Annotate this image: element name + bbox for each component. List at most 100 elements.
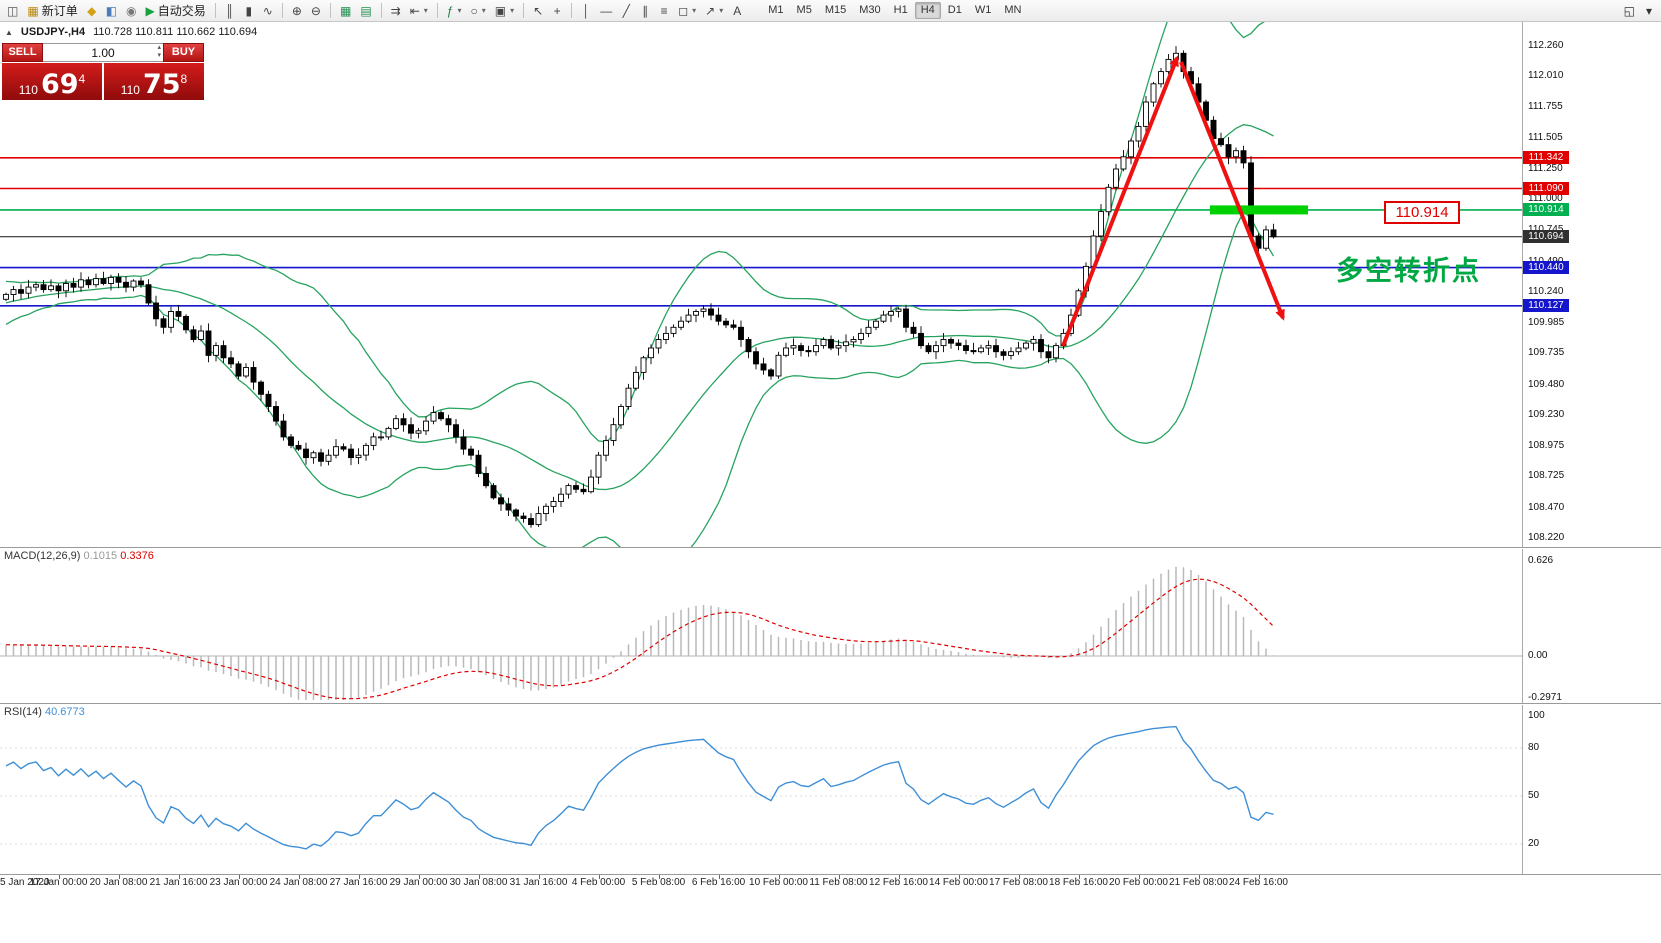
cursor-icon[interactable]: ↖ xyxy=(529,2,547,20)
macd-signal-value: 0.3376 xyxy=(120,550,154,562)
auto-trading-button[interactable]: ▶ 自动交易 xyxy=(142,2,210,20)
chart-canvas[interactable] xyxy=(0,0,1661,880)
indicators-icon[interactable]: ƒ ▾ xyxy=(443,2,466,20)
arrows-icon[interactable]: ↗ ▾ xyxy=(701,2,727,20)
timeframe-d1-button[interactable]: D1 xyxy=(942,2,968,19)
navigator-icon[interactable]: ◉ xyxy=(122,2,140,20)
channel-icon[interactable]: ∥ xyxy=(636,2,654,20)
price-axis-tick: 112.260 xyxy=(1528,40,1564,51)
chevron-down-icon[interactable]: ▾ xyxy=(510,6,515,15)
time-axis-label[interactable]: 27 Jan 16:00 xyxy=(329,877,388,888)
candlestick-chart-icon[interactable]: ▮ xyxy=(240,2,258,20)
one-click-trading-panel: SELL 1.00 ▴ ▾ BUY 110 69 4 110 75 8 xyxy=(2,43,204,100)
time-axis-label[interactable]: 17 Feb 08:00 xyxy=(989,877,1048,888)
dock-window-icon[interactable]: ◱ xyxy=(1620,2,1639,20)
time-axis-label[interactable]: 21 Jan 16:00 xyxy=(149,877,208,888)
timeframe-m30-button[interactable]: M30 xyxy=(853,2,886,19)
price-level-flag: 110.127 xyxy=(1523,299,1569,313)
lot-size-input[interactable]: 1.00 ▴ ▾ xyxy=(43,43,163,62)
templates-icon[interactable]: ▣ ▾ xyxy=(491,2,518,20)
trendline-icon[interactable]: ╱ xyxy=(617,2,635,20)
chevron-down-icon[interactable]: ▾ xyxy=(481,6,486,15)
timeframe-m5-button[interactable]: M5 xyxy=(791,2,818,19)
sell-price-display[interactable]: 110 69 4 xyxy=(2,63,102,100)
time-axis-label[interactable]: 29 Jan 00:00 xyxy=(389,877,448,888)
buy-button[interactable]: BUY xyxy=(163,43,204,62)
time-axis-label[interactable]: 30 Jan 08:00 xyxy=(449,877,508,888)
crosshair-icon[interactable]: + xyxy=(548,2,566,20)
spinner-up-icon[interactable]: ▴ xyxy=(157,44,161,51)
price-axis[interactable] xyxy=(1522,22,1523,875)
data-window-icon[interactable]: ◧ xyxy=(102,2,121,20)
chart-shift-icon[interactable]: ⇤ ▾ xyxy=(406,2,432,20)
sell-button[interactable]: SELL xyxy=(2,43,43,62)
line-chart-icon[interactable]: ∿ xyxy=(259,2,277,20)
time-axis-label[interactable]: 20 Feb 00:00 xyxy=(1109,877,1168,888)
auto-scroll-icon[interactable]: ⇉ xyxy=(387,2,405,20)
new-order-button[interactable]: ▦ 新订单 xyxy=(23,2,81,20)
text-icon: A xyxy=(733,3,742,18)
window-menu-icon[interactable]: ▾ xyxy=(1640,2,1658,20)
price-axis-tick: 108.975 xyxy=(1528,440,1565,452)
timeframe-m1-button[interactable]: M1 xyxy=(762,2,789,19)
price-axis-tick: 111.250 xyxy=(1528,162,1563,174)
cursor-icon: ↖ xyxy=(533,3,544,18)
fibonacci-icon[interactable]: ≡ xyxy=(655,2,673,20)
time-axis-label[interactable]: 5 Jan 2020 xyxy=(0,877,50,888)
spinner-down-icon[interactable]: ▾ xyxy=(157,52,161,59)
chevron-down-icon[interactable]: ▾ xyxy=(423,6,428,15)
rsi-axis-tick: 50 xyxy=(1528,790,1540,801)
rsi-label: RSI(14) 40.6773 xyxy=(4,706,85,718)
chevron-down-icon[interactable]: ▾ xyxy=(692,6,697,15)
timeframe-h4-button[interactable]: H4 xyxy=(914,2,941,19)
chart-window-icon[interactable]: ◫ xyxy=(3,2,22,20)
time-axis-label[interactable]: 17 Jan 00:00 xyxy=(29,877,88,888)
price-level-flag: 111.090 xyxy=(1523,181,1569,195)
panel-separator[interactable] xyxy=(0,547,1661,549)
time-axis-label[interactable]: 24 Feb 16:00 xyxy=(1229,877,1288,888)
zoom-in-icon[interactable]: ⊕ xyxy=(288,2,306,20)
bar-chart-icon[interactable]: ║ xyxy=(221,2,239,20)
macd-axis-tick: -0.2971 xyxy=(1528,692,1562,703)
timeframe-w1-button[interactable]: W1 xyxy=(969,2,998,19)
time-axis-label[interactable]: 20 Jan 08:00 xyxy=(89,877,148,888)
one-click-panel-toggle-icon[interactable]: ▲ xyxy=(5,27,13,37)
time-axis-label[interactable]: 21 Feb 08:00 xyxy=(1169,877,1228,888)
time-axis-label[interactable]: 12 Feb 16:00 xyxy=(869,877,928,888)
time-axis-label[interactable]: 23 Jan 00:00 xyxy=(209,877,268,888)
auto-scroll-icon: ⇉ xyxy=(390,3,401,18)
time-axis-label[interactable]: 10 Feb 00:00 xyxy=(749,877,808,888)
time-axis-label[interactable]: 5 Feb 08:00 xyxy=(631,877,686,888)
cascade-windows-icon[interactable]: ▤ xyxy=(356,2,375,20)
periods-icon[interactable]: ○ ▾ xyxy=(467,2,490,20)
time-axis-label[interactable]: 24 Jan 08:00 xyxy=(269,877,328,888)
market-watch-icon[interactable]: ◆ xyxy=(83,2,101,20)
time-axis-label[interactable]: 6 Feb 16:00 xyxy=(691,877,746,888)
time-axis-tickmark xyxy=(658,875,660,879)
time-axis-label[interactable]: 4 Feb 00:00 xyxy=(571,877,626,888)
chevron-down-icon[interactable]: ▾ xyxy=(457,6,462,15)
time-axis-label[interactable]: 18 Feb 16:00 xyxy=(1049,877,1108,888)
chevron-down-icon[interactable]: ▾ xyxy=(719,6,724,15)
ohlc-values: 110.728 110.811 110.662 110.694 xyxy=(93,26,258,38)
panel-separator[interactable] xyxy=(0,703,1661,705)
price-callout[interactable]: 110.914 xyxy=(1384,201,1460,224)
shapes-icon[interactable]: ◻ ▾ xyxy=(674,2,700,20)
time-axis-label[interactable]: 14 Feb 00:00 xyxy=(929,877,988,888)
text-icon[interactable]: A xyxy=(728,2,746,20)
tile-windows-icon[interactable]: ▦ xyxy=(336,2,355,20)
lot-spinner[interactable]: ▴ ▾ xyxy=(157,44,161,60)
time-axis-label[interactable]: 31 Jan 16:00 xyxy=(509,877,568,888)
horizontal-line-icon[interactable]: — xyxy=(596,2,616,20)
vertical-line-icon[interactable]: │ xyxy=(577,2,595,20)
zoom-out-icon[interactable]: ⊖ xyxy=(307,2,325,20)
timeframe-m15-button[interactable]: M15 xyxy=(819,2,852,19)
annotation-text[interactable]: 多空转折点 xyxy=(1336,256,1481,286)
buy-price-display[interactable]: 110 75 8 xyxy=(104,63,204,100)
price-level-flag: 110.914 xyxy=(1523,203,1569,217)
time-axis-label[interactable]: 11 Feb 08:00 xyxy=(809,877,868,888)
timeframe-h1-button[interactable]: H1 xyxy=(888,2,914,19)
time-axis-tickmark xyxy=(418,875,420,879)
panel-separator[interactable] xyxy=(0,874,1661,876)
timeframe-mn-button[interactable]: MN xyxy=(998,2,1027,19)
